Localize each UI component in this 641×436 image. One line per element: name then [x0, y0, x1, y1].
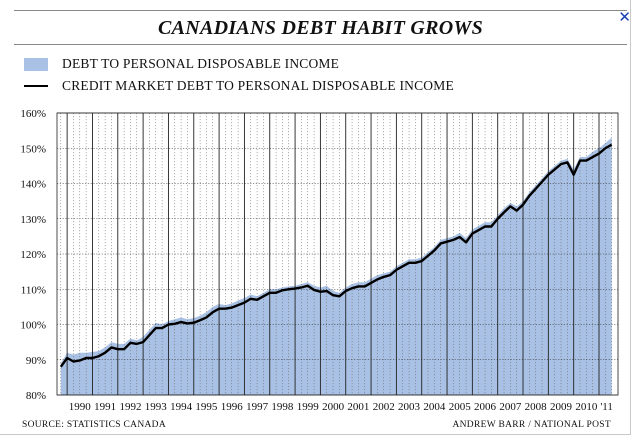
series-area-debt	[60, 137, 612, 395]
legend-item-debt: DEBT TO PERSONAL DISPOSABLE INCOME	[24, 53, 454, 75]
legend-swatch-line	[24, 85, 48, 87]
y-tick-label: 100%	[20, 320, 46, 332]
x-tick-label: 2000	[322, 401, 345, 413]
legend-swatch-area	[24, 57, 48, 71]
close-icon[interactable]: ✕	[618, 8, 631, 26]
x-tick-label: 2006	[474, 401, 497, 413]
x-tick-label: 2009	[550, 401, 573, 413]
legend-item-credit: CREDIT MARKET DEBT TO PERSONAL DISPOSABL…	[24, 75, 454, 97]
x-tick-label: 2005	[449, 401, 472, 413]
y-tick-label: 80%	[26, 390, 46, 402]
x-tick-label: 1990	[69, 401, 92, 413]
legend: DEBT TO PERSONAL DISPOSABLE INCOME CREDI…	[24, 53, 454, 97]
x-tick-label: 1997	[246, 401, 269, 413]
x-tick-label: 2007	[499, 401, 522, 413]
x-tick-label: 2010	[575, 401, 598, 413]
x-tick-label: 1996	[221, 401, 244, 413]
y-tick-label: 150%	[20, 143, 46, 155]
x-tick-label: 1991	[94, 401, 116, 413]
plot-border	[56, 112, 619, 396]
x-tick-label: 1999	[297, 401, 320, 413]
y-tick-label: 130%	[20, 214, 46, 226]
top-rule	[14, 10, 627, 11]
x-tick-label: 1992	[119, 401, 141, 413]
y-tick-label: 160%	[20, 108, 46, 120]
legend-label-debt: DEBT TO PERSONAL DISPOSABLE INCOME	[62, 56, 340, 71]
source-note: SOURCE: STATISTICS CANADA	[22, 420, 166, 430]
x-tick-label: 2002	[373, 401, 395, 413]
y-tick-label: 110%	[21, 284, 46, 296]
x-tick-label: 1993	[145, 401, 168, 413]
credit-note: ANDREW BARR / NATIONAL POST	[452, 420, 611, 430]
x-tick-label: 2003	[398, 401, 421, 413]
x-tick-label: 2001	[347, 401, 369, 413]
x-tick-label: 2008	[525, 401, 548, 413]
y-tick-label: 140%	[20, 179, 46, 191]
title-rule	[14, 44, 627, 45]
chart-title: CANADIANS DEBT HABIT GROWS	[157, 17, 484, 39]
x-tick-label: 1994	[170, 401, 193, 413]
x-tick-label: 2004	[423, 401, 446, 413]
x-tick-label: 1995	[195, 401, 218, 413]
x-tick-label: 1998	[271, 401, 294, 413]
x-tick-label: '11	[600, 401, 613, 413]
legend-label-credit: CREDIT MARKET DEBT TO PERSONAL DISPOSABL…	[62, 78, 454, 93]
series-line-credit	[59, 143, 613, 368]
y-tick-label: 120%	[20, 249, 46, 261]
y-tick-label: 90%	[26, 355, 46, 367]
